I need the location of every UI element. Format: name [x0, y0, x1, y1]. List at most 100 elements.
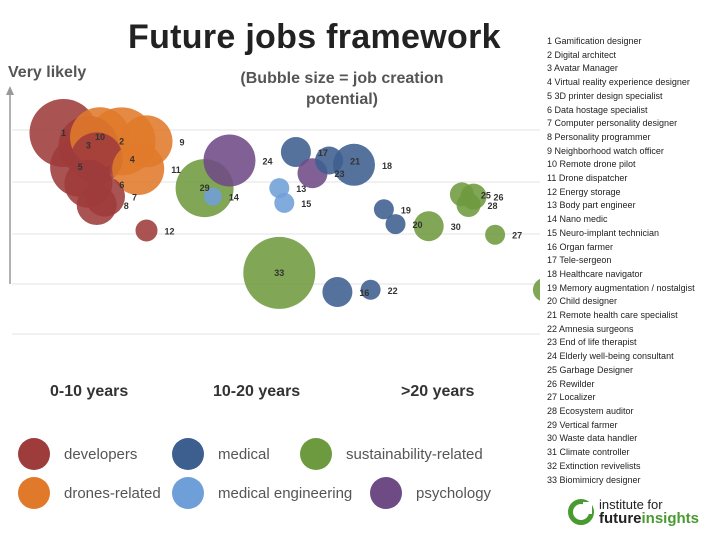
legend-item-medical-engineering: medical engineering: [172, 477, 352, 509]
legend-label: developers: [64, 445, 138, 463]
job-list-item: 14 Nano medic: [547, 214, 608, 225]
job-list-item: 26 Rewilder: [547, 378, 595, 389]
job-list-item: 25 Garbage Designer: [547, 364, 634, 375]
bubble-label-27: 27: [512, 231, 522, 241]
bubble-label-3: 3: [86, 141, 91, 151]
bubble-label-33: 33: [274, 268, 284, 278]
legend-label: medical: [218, 445, 270, 463]
job-list-item: 18 Healthcare navigator: [547, 268, 643, 279]
bubble-18: [333, 143, 375, 186]
bubble-label-2: 2: [119, 136, 124, 146]
bubble-12: [135, 219, 158, 242]
job-list-item: 32 Extinction revivelists: [547, 460, 641, 471]
legend-swatch-drones: [18, 477, 50, 509]
job-list-item: 3 Avatar Manager: [547, 63, 618, 74]
bubble-label-17: 17: [318, 148, 328, 158]
bubble-plot: 1234567891011121314151617181920212223242…: [6, 86, 540, 335]
bubble-label-9: 9: [180, 137, 185, 147]
bubble-label-5: 5: [78, 162, 83, 172]
bubble-20: [385, 214, 406, 235]
job-list-item: 15 Neuro-implant technician: [547, 227, 660, 238]
legend-item-drones: drones-related: [18, 477, 161, 509]
bubble-label-22: 22: [388, 286, 398, 296]
bubble-31: [532, 278, 540, 301]
job-list-item: 2 Digital architect: [547, 49, 617, 60]
bubble-label-8: 8: [124, 201, 129, 211]
job-list-item: 21 Remote health care specialist: [547, 310, 678, 321]
bubble-label-23: 23: [335, 169, 345, 179]
legend-label: drones-related: [64, 484, 161, 502]
y-axis-arrow: [6, 86, 14, 95]
bubble-33: [243, 236, 316, 309]
bubble-label-20: 20: [413, 220, 423, 230]
bubble-label-19: 19: [401, 205, 411, 215]
bubble-label-24: 24: [263, 157, 273, 167]
job-list-item: 16 Organ farmer: [547, 241, 614, 252]
bubble-14: [203, 187, 222, 206]
legend-item-developers: developers: [18, 438, 137, 470]
job-list-item: 24 Elderly well-being consultant: [547, 351, 674, 362]
job-list-item: 6 Data hostage specialist: [547, 104, 648, 115]
bubble-30: [413, 211, 444, 242]
job-list-item: 8 Personality programmer: [547, 131, 651, 142]
bubbles: [29, 99, 540, 309]
bubble-8: [76, 185, 117, 225]
bubble-15: [274, 192, 295, 213]
job-list-item: 9 Neighborhood watch officer: [547, 145, 664, 156]
job-list: 1 Gamification designer 2 Digital archite…: [547, 35, 695, 487]
bubble-label-18: 18: [382, 161, 392, 171]
bubble-label-30: 30: [451, 222, 461, 232]
legend-item-psychology: psychology: [370, 477, 491, 509]
legend-label: sustainability-related: [346, 445, 483, 463]
job-list-item: 12 Energy storage: [547, 186, 621, 197]
y-axis: [6, 86, 14, 284]
legend-item-medical: medical: [172, 438, 270, 470]
bubble-21: [315, 146, 344, 175]
gridlines: [12, 129, 540, 335]
bubble-label-16: 16: [359, 288, 369, 298]
job-list-item: 23 End of life therapist: [547, 337, 637, 348]
logo-line2a: future: [599, 510, 642, 527]
job-list-item: 20 Child designer: [547, 296, 618, 307]
job-list-item: 10 Remote drone pilot: [547, 159, 636, 170]
job-list-item: 22 Amnesia surgeons: [547, 323, 634, 334]
period-label-20-plus: >20 years: [401, 383, 475, 400]
logo-line2b: insights: [641, 510, 700, 527]
institute-logo: institute for futureinsights: [568, 498, 699, 526]
job-list-item: 11 Drone dispatcher: [547, 173, 628, 184]
bubble-label-13: 13: [296, 184, 306, 194]
job-list-item: 13 Body part engineer: [547, 200, 636, 211]
job-list-item: 5 3D printer design specialist: [547, 90, 663, 101]
job-list-item: 27 Localizer: [547, 392, 596, 403]
legend-label: psychology: [416, 484, 492, 502]
bubble-label-10: 10: [95, 132, 105, 142]
job-list-item: 19 Memory augmentation / nostalgist: [547, 282, 695, 293]
bubble-19: [373, 199, 394, 220]
bubble-label-21: 21: [350, 157, 360, 167]
bubble-17: [280, 137, 311, 167]
logo-ring-icon: [568, 499, 594, 525]
bubble-label-7: 7: [132, 193, 137, 203]
y-axis-label: Very likely: [8, 64, 87, 81]
bubble-label-25: 25: [481, 190, 491, 200]
chart-subtitle: (Bubble size = job creation potential): [240, 70, 444, 108]
bubble-labels: 1234567891011121314151617181920212223242…: [61, 128, 522, 298]
bubble-28: [456, 193, 481, 217]
job-list-item: 17 Tele-sergeon: [547, 255, 612, 266]
chart-title: Future jobs framework: [128, 18, 501, 56]
legend-label: medical engineering: [218, 484, 353, 502]
bubble-label-14: 14: [229, 193, 239, 203]
job-list-item: 28 Ecosystem auditor: [547, 405, 634, 416]
job-list-item: 29 Vertical farmer: [547, 419, 618, 430]
job-list-item: 31 Climate controller: [547, 447, 630, 458]
job-list-item: 33 Biomimicry designer: [547, 474, 641, 485]
bubble-label-11: 11: [171, 165, 181, 175]
bubble-label-4: 4: [130, 154, 135, 164]
legend-swatch-psychology: [370, 477, 402, 509]
period-label-10-20: 10-20 years: [213, 383, 301, 400]
job-list-item: 30 Waste data handler: [547, 433, 638, 444]
legend-swatch-developers: [18, 438, 50, 470]
job-list-item: 4 Virtual reality experience designer: [547, 77, 690, 88]
bubble-16: [322, 277, 353, 307]
legend-item-sustainability: sustainability-related: [300, 438, 483, 470]
